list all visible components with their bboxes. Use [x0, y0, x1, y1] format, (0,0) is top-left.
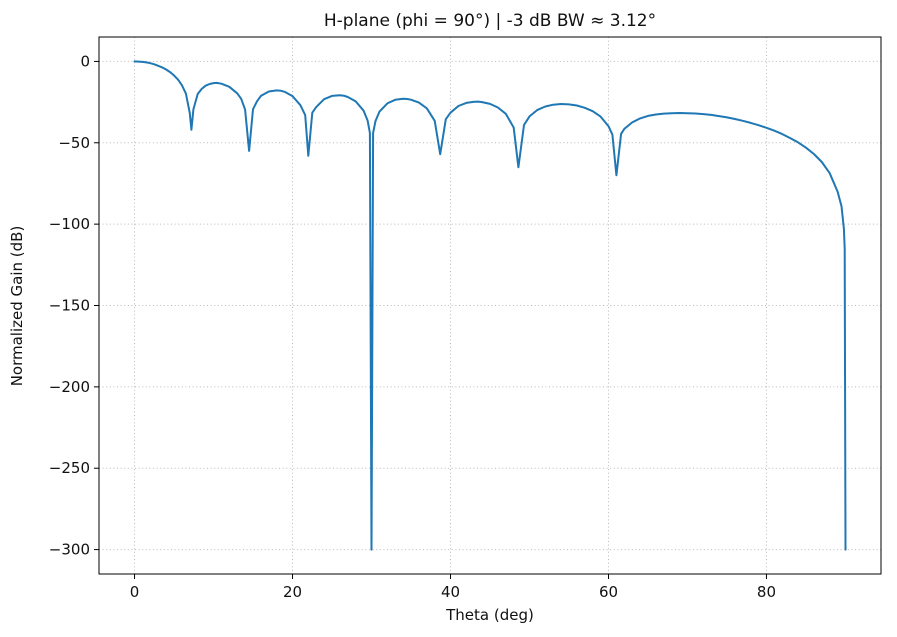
- ticks-layer: 0 20 40 60 80 0 −50 −100 −150 −200 −250 −300: [49, 52, 776, 601]
- gain-curve: [133, 60, 847, 551]
- y-tick-label: −150: [49, 297, 90, 315]
- y-tick-label: 0: [80, 52, 90, 70]
- y-tick-label: −300: [49, 541, 90, 559]
- x-tick-label: 60: [599, 583, 618, 601]
- x-tick-label: 20: [283, 583, 302, 601]
- y-tick-label: −50: [58, 134, 90, 152]
- grid-layer: [99, 37, 881, 574]
- x-axis-label: Theta (deg): [445, 606, 534, 624]
- y-tick-label: −200: [49, 378, 90, 396]
- plot-area: [98, 36, 882, 575]
- y-axis-label: Normalized Gain (dB): [8, 226, 26, 387]
- x-tick-label: 0: [130, 583, 140, 601]
- x-tick-label: 80: [757, 583, 776, 601]
- chart-title: H-plane (phi = 90°) | -3 dB BW ≈ 3.12°: [324, 11, 656, 31]
- y-tick-label: −250: [49, 459, 90, 477]
- y-tick-label: −100: [49, 215, 90, 233]
- x-tick-label: 40: [441, 583, 460, 601]
